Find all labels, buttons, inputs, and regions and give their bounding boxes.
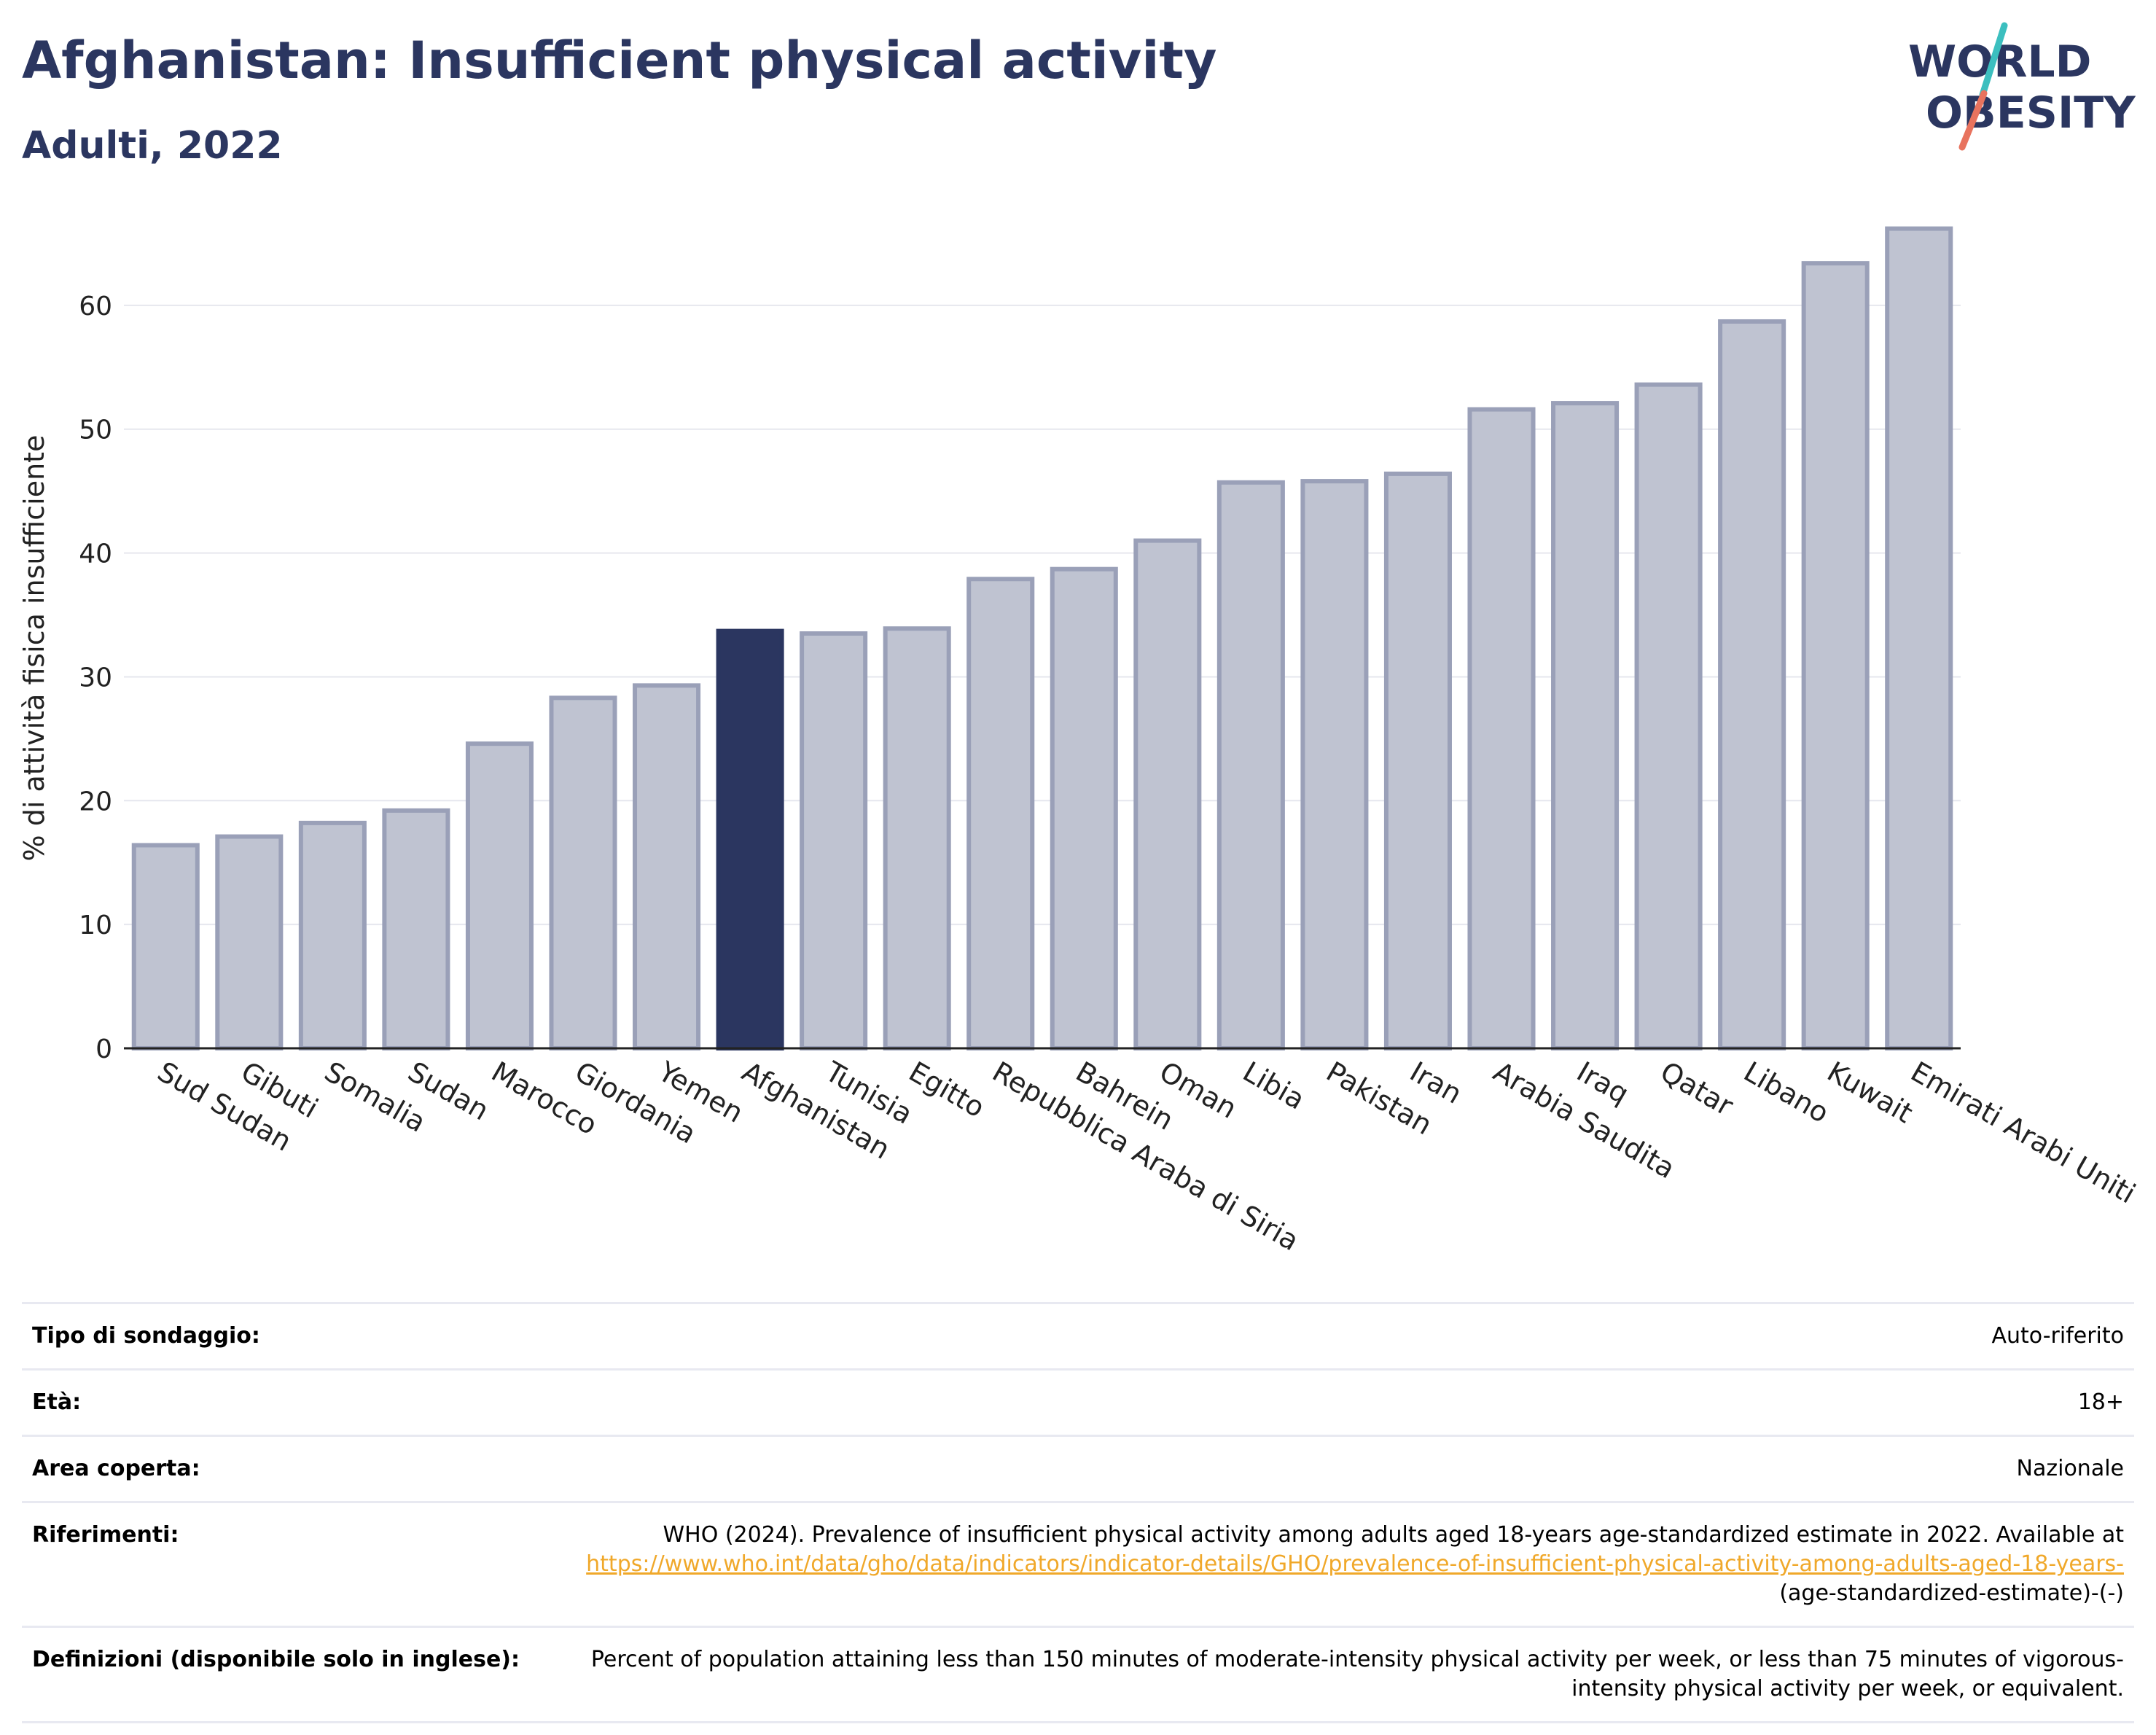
x-tick-label: Kuwait [1822, 1056, 1918, 1130]
bar-chart: 0 10 20 30 40 50 60 Sud SudanGibutiSomaliaSuda… [18, 226, 2141, 1257]
info-row: Riferimenti: WHO (2024). Prevalence of in… [22, 1501, 2134, 1628]
x-tick-label: Libano [1738, 1056, 1835, 1129]
bar [215, 834, 284, 1050]
y-tick-label: 50 [79, 416, 112, 445]
bar-highlight [716, 628, 784, 1050]
logo-slash-coral [1958, 90, 1988, 151]
bar [1300, 479, 1369, 1050]
bar [1718, 319, 1786, 1050]
bar [465, 741, 534, 1050]
info-row: Tipo di sondaggio: Auto-riferito [22, 1302, 2134, 1371]
logo-text-obesity: OBESITY [1926, 87, 2136, 139]
logo-slash-teal [1979, 22, 2008, 98]
y-tick-label: 60 [79, 292, 112, 321]
y-axis-ticks: 0 10 20 30 40 50 60 [79, 292, 112, 1064]
info-table: Tipo di sondaggio: Auto-riferito Età: 18+ Ar… [22, 1302, 2134, 1723]
bar [549, 695, 617, 1050]
chart-subtitle: Adulti, 2022 [22, 124, 283, 168]
bar [382, 808, 450, 1051]
bar [1634, 382, 1703, 1050]
info-label: Definizioni (disponibile solo in inglese… [22, 1626, 567, 1723]
y-axis-label: % di attività fisica insufficiente [18, 435, 50, 862]
bar [298, 820, 367, 1050]
x-tick-label: Qatar [1655, 1056, 1739, 1123]
info-value: Percent of population attaining less tha… [567, 1626, 2134, 1723]
info-value: Nazionale [567, 1435, 2134, 1503]
bar [633, 683, 701, 1051]
bar [883, 626, 951, 1050]
y-tick-label: 10 [79, 911, 112, 940]
y-tick-label: 20 [79, 787, 112, 816]
info-label: Riferimenti: [22, 1501, 567, 1628]
bars [131, 226, 1953, 1051]
chart-title: Afghanistan: Insufficient physical activ… [22, 31, 1217, 90]
bar [1050, 566, 1118, 1050]
info-label: Tipo di sondaggio: [22, 1302, 567, 1371]
x-tick-label: Emirati Arabi Uniti [1905, 1056, 2141, 1210]
info-row: Area coperta: Nazionale [22, 1435, 2134, 1503]
bar [1801, 261, 1870, 1051]
bar [1885, 226, 1953, 1051]
bar [1551, 401, 1620, 1050]
info-label: Età: [22, 1368, 567, 1437]
bar [1133, 538, 1202, 1050]
y-tick-label: 40 [79, 539, 112, 569]
reference-link[interactable]: https://www.who.int/data/gho/data/indica… [586, 1551, 2124, 1577]
x-tick-label: Egitto [904, 1056, 991, 1124]
y-tick-label: 30 [79, 663, 112, 693]
bar [966, 577, 1035, 1050]
x-tick-label: Libia [1238, 1056, 1311, 1116]
bar [800, 631, 868, 1050]
info-row: Definizioni (disponibile solo in inglese… [22, 1626, 2134, 1723]
bar [1383, 471, 1452, 1050]
world-obesity-logo: WORLD OBESITY [1908, 22, 2136, 151]
bar [1467, 407, 1536, 1050]
x-axis-ticks: Sud SudanGibutiSomaliaSudanMaroccoGiorda… [152, 1055, 2141, 1257]
y-tick-label: 0 [95, 1034, 112, 1064]
info-label: Area coperta: [22, 1435, 567, 1503]
info-value: Auto-riferito [567, 1302, 2134, 1371]
info-value: WHO (2024). Prevalence of insufficient p… [567, 1501, 2134, 1628]
bar [131, 843, 200, 1051]
info-value: 18+ [567, 1368, 2134, 1437]
bar [1216, 480, 1285, 1050]
info-row: Età: 18+ [22, 1368, 2134, 1437]
